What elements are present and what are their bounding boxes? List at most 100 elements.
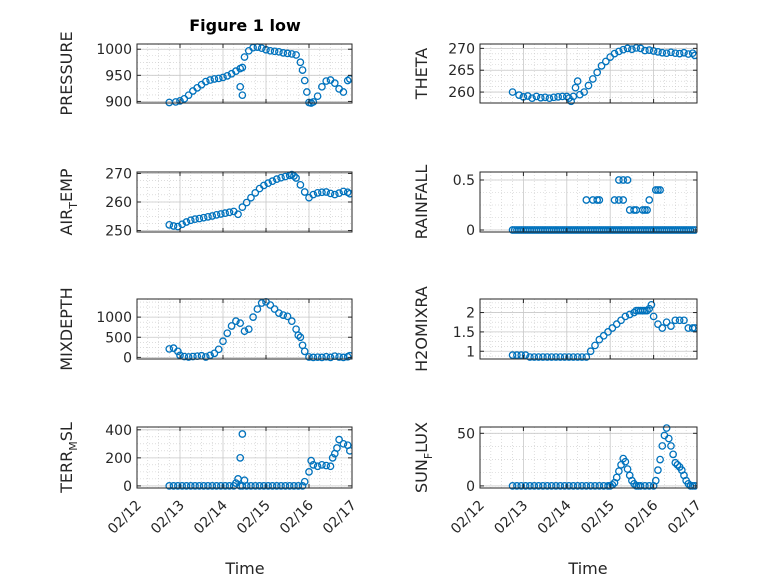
pressure-series bbox=[165, 43, 352, 107]
theta-y-tick-label: 265 bbox=[448, 63, 475, 79]
air-temp-data-point bbox=[221, 209, 229, 217]
h2omixra-data-point bbox=[521, 351, 530, 359]
h2omixra-data-point bbox=[658, 324, 667, 332]
terr-msl-data-point bbox=[322, 461, 331, 470]
rainfall-y-axis-label-text: RAINFALL bbox=[412, 165, 431, 240]
air-temp-data-point bbox=[191, 215, 199, 223]
sun-flux-data-point bbox=[578, 482, 586, 490]
air-temp-data-point bbox=[272, 175, 281, 183]
terr-msl-data-point bbox=[328, 454, 337, 462]
theta-data-point bbox=[636, 44, 645, 53]
mixdepth-y-tick-label: 0 bbox=[123, 350, 132, 366]
terr-msl-series bbox=[165, 430, 352, 490]
air-temp-y-axis-label: AIRTEMP bbox=[57, 168, 80, 235]
terr-msl-data-point bbox=[313, 462, 322, 471]
theta-data-point bbox=[528, 94, 536, 103]
terr-msl-data-point bbox=[225, 482, 234, 490]
sun-flux-data-point bbox=[530, 482, 539, 490]
air-temp-data-point bbox=[259, 181, 268, 190]
theta-data-point bbox=[580, 88, 589, 96]
air-temp-y-tick-label: 250 bbox=[105, 224, 132, 240]
h2omixra-data-point bbox=[556, 353, 565, 361]
pressure-data-point bbox=[318, 82, 326, 91]
mixdepth-data-point bbox=[227, 322, 236, 330]
terr-msl-data-point bbox=[268, 482, 277, 490]
theta-series bbox=[508, 44, 697, 106]
mixdepth-data-point bbox=[270, 305, 279, 313]
terr-msl-y-axis-label: TERRMSL bbox=[57, 422, 80, 494]
rainfall-data-point bbox=[623, 176, 632, 184]
terr-msl-data-point bbox=[199, 482, 208, 490]
sun-flux-data-point bbox=[595, 482, 604, 490]
sun-flux-y-tick-label: 0 bbox=[466, 479, 475, 495]
pressure-data-point bbox=[330, 79, 339, 88]
rainfall-data-point bbox=[690, 226, 697, 234]
h2omixra-data-point bbox=[671, 316, 680, 325]
panel-theta: 260 265 270 THETA bbox=[412, 41, 698, 106]
mixdepth-data-point bbox=[184, 353, 193, 361]
theta-data-point bbox=[532, 92, 541, 101]
mixdepth-data-point bbox=[287, 317, 296, 325]
sun-flux-data-point bbox=[604, 482, 612, 490]
terr-msl-data-point bbox=[238, 430, 247, 438]
air-temp-data-point bbox=[251, 189, 260, 197]
sun-flux-data-point bbox=[651, 476, 660, 485]
h2omixra-data-point bbox=[645, 304, 654, 313]
terr-msl-data-point bbox=[212, 482, 221, 490]
h2omixra-data-point bbox=[675, 316, 684, 325]
terr-msl-y-tick-label: 0 bbox=[123, 479, 132, 495]
air-temp-data-point bbox=[208, 212, 217, 220]
h2omixra-data-point bbox=[543, 353, 552, 361]
mixdepth-data-point bbox=[305, 353, 313, 361]
air-temp-data-point bbox=[225, 208, 234, 217]
sun-flux-data-point bbox=[641, 482, 649, 490]
pressure-data-point bbox=[240, 53, 249, 61]
rainfall-axes-box bbox=[479, 171, 698, 233]
terr-msl-data-point bbox=[204, 482, 212, 490]
h2omixra-axes-box bbox=[479, 298, 698, 360]
pressure-data-point bbox=[300, 76, 309, 85]
mixdepth-data-point bbox=[275, 309, 283, 317]
terr-msl-data-point bbox=[307, 456, 315, 465]
theta-data-point bbox=[515, 91, 523, 99]
air-temp-data-point bbox=[178, 220, 186, 229]
theta-y-tick-label: 270 bbox=[448, 41, 475, 57]
terr-msl-data-point bbox=[191, 482, 199, 490]
pressure-data-point bbox=[322, 77, 331, 85]
h2omixra-data-point bbox=[662, 318, 671, 327]
h2omixra-y-tick-label: 1 bbox=[466, 344, 475, 360]
h2omixra-data-point bbox=[530, 353, 539, 361]
air-temp-data-point bbox=[318, 188, 326, 197]
sun-flux-series bbox=[508, 424, 697, 490]
mixdepth-data-point bbox=[180, 352, 189, 361]
pressure-y-axis-label-text: PRESSURE bbox=[57, 31, 76, 115]
theta-data-point bbox=[549, 93, 558, 102]
pressure-data-point bbox=[206, 76, 214, 84]
h2omixra-data-point bbox=[599, 331, 608, 340]
terr-msl-data-point bbox=[281, 482, 290, 490]
sun-flux-data-point bbox=[658, 442, 667, 450]
air-temp-data-point bbox=[313, 189, 322, 197]
air-temp-data-point bbox=[292, 174, 300, 182]
terr-msl-data-point bbox=[294, 482, 303, 490]
sun-flux-data-point bbox=[664, 434, 673, 443]
air-temp-data-point bbox=[234, 210, 242, 219]
rainfall-y-tick-label: 0.5 bbox=[453, 173, 475, 189]
h2omixra-data-point bbox=[621, 312, 630, 321]
air-temp-data-point bbox=[182, 218, 191, 226]
h2omixra-data-point bbox=[641, 306, 649, 315]
rainfall-series bbox=[508, 176, 697, 234]
air-temp-data-point bbox=[212, 211, 221, 219]
theta-data-point bbox=[541, 93, 549, 102]
rainfall-data-point bbox=[630, 206, 638, 214]
sun-flux-data-point bbox=[521, 482, 530, 490]
x-axis-label-right: Time bbox=[567, 559, 607, 578]
theta-data-point bbox=[615, 47, 623, 56]
pressure-data-point bbox=[309, 98, 318, 106]
h2omixra-data-point bbox=[604, 328, 612, 336]
theta-data-point bbox=[654, 48, 662, 56]
h2omixra-data-point bbox=[508, 351, 517, 359]
mixdepth-y-axis-label: MIXDEPTH bbox=[57, 287, 76, 370]
panel-rainfall: 0 0.5 RAINFALL bbox=[412, 165, 698, 240]
